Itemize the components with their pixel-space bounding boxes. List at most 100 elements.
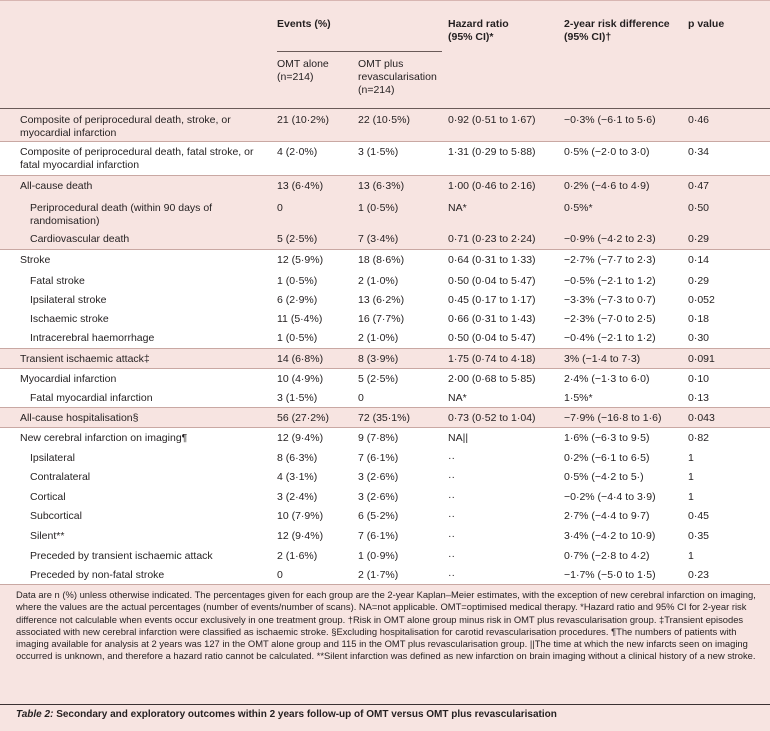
hazard-ratio-value: ·· [448, 510, 455, 522]
table-row: All-cause death 13 (6·4%) 13 (6·3%) 1·00 (0… [0, 175, 770, 197]
omt-plus-value: 16 (7·7%) [358, 313, 405, 325]
table-header: Events (%) OMT alone (n=214) OMT plus re… [0, 1, 770, 109]
p-value-value: 0·45 [688, 510, 710, 522]
risk-difference-value: −7·9% (−16·8 to 1·6) [564, 412, 662, 424]
omt-plus-value: 3 (1·5%) [358, 146, 399, 158]
omt-alone-value: 10 (4·9%) [277, 373, 324, 385]
outcome-label: Cardiovascular death [30, 233, 130, 245]
risk-difference-value: 3·4% (−4·2 to 10·9) [564, 530, 656, 542]
omt-alone-value: 4 (2·0%) [277, 146, 318, 158]
p-value-value: 0·091 [688, 353, 715, 365]
p-value-value: 0·47 [688, 180, 710, 192]
risk-difference-value: −0·9% (−4·2 to 2·3) [564, 233, 656, 245]
table-row: All-cause hospitalisation§ 56 (27·2%) 72 (… [0, 407, 770, 427]
hazard-ratio-value: 0·45 (0·17 to 1·17) [448, 294, 536, 306]
omt-plus-value: 5 (2·5%) [358, 373, 399, 385]
p-value-value: 0·14 [688, 254, 710, 266]
hazard-ratio-value: ·· [448, 550, 455, 562]
omt-alone-value: 1 (0·5%) [277, 332, 318, 344]
outcome-label: Ischaemic stroke [30, 313, 109, 325]
table-row: New cerebral infarction on imaging¶ 12 (9… [0, 427, 770, 447]
events-header: Events (%) [277, 18, 331, 30]
omt-plus-value: 1 (0·5%) [358, 202, 399, 214]
outcome-label: Preceded by non-fatal stroke [30, 569, 165, 581]
p-value-value: 0·052 [688, 294, 715, 306]
p-value-value: 0·29 [688, 275, 710, 287]
outcome-label: All-cause hospitalisation§ [20, 412, 139, 424]
omt-alone-value: 12 (5·9%) [277, 254, 324, 266]
table-row: Periprocedural death (within 90 days of … [0, 197, 770, 228]
omt-plus-value: 18 (8·6%) [358, 254, 405, 266]
outcome-label: Composite of periprocedural death, fatal… [20, 146, 254, 171]
omt-alone-label: OMT alone [277, 58, 329, 70]
hazard-ratio-value: 2·00 (0·68 to 5·85) [448, 373, 536, 385]
hazard-ratio-value: ·· [448, 452, 455, 464]
omt-alone-value: 4 (3·1%) [277, 471, 318, 483]
risk-difference-value: 0·5% (−4·2 to 5·) [564, 471, 644, 483]
omt-plus-value: 22 (10·5%) [358, 114, 410, 126]
hazard-ratio-value: ·· [448, 530, 455, 542]
table-row: Intracerebral haemorrhage 1 (0·5%) 2 (1·0%… [0, 327, 770, 348]
outcome-label: Subcortical [30, 510, 82, 522]
omt-plus-label: OMT plus [358, 58, 404, 70]
omt-plus-value: 7 (3·4%) [358, 233, 399, 245]
caption-text: Secondary and exploratory outcomes withi… [53, 709, 557, 720]
outcome-label: Silent** [30, 530, 65, 542]
risk-difference-ci: (95% CI)† [564, 31, 612, 43]
omt-alone-value: 2 (1·6%) [277, 550, 318, 562]
omt-plus-header: OMT plus revascularisation (n=214) [358, 58, 437, 97]
outcome-label: Fatal myocardial infarction [30, 392, 153, 404]
p-value-value: 0·30 [688, 332, 710, 344]
risk-difference-value: 2·7% (−4·4 to 9·7) [564, 510, 650, 522]
hazard-ratio-value: 0·50 (0·04 to 5·47) [448, 332, 536, 344]
omt-plus-value: 3 (2·6%) [358, 491, 399, 503]
p-value-value: 1 [688, 550, 694, 562]
p-value-value: 0·82 [688, 432, 710, 444]
p-value-value: 1 [688, 452, 694, 464]
risk-difference-value: −2·3% (−7·0 to 2·5) [564, 313, 656, 325]
table-row: Composite of periprocedural death, strok… [0, 109, 770, 141]
hazard-ratio-value: NA|| [448, 432, 469, 444]
row-divider [0, 584, 770, 585]
risk-difference-header: 2-year risk difference (95% CI)† [564, 18, 670, 44]
omt-alone-value: 12 (9·4%) [277, 432, 324, 444]
outcome-label: Contralateral [30, 471, 91, 483]
omt-alone-value: 3 (1·5%) [277, 392, 318, 404]
outcome-label: Ipsilateral stroke [30, 294, 107, 306]
risk-difference-value: −0·4% (−2·1 to 1·2) [564, 332, 656, 344]
omt-alone-value: 13 (6·4%) [277, 180, 324, 192]
hazard-ratio-value: ·· [448, 569, 455, 581]
outcome-label: All-cause death [20, 180, 93, 192]
omt-plus-value: 72 (35·1%) [358, 412, 410, 424]
p-value-value: 0·13 [688, 392, 710, 404]
table-row: Composite of periprocedural death, fatal… [0, 141, 770, 175]
omt-plus-value: 2 (1·7%) [358, 569, 399, 581]
omt-plus-value: 2 (1·0%) [358, 332, 399, 344]
risk-difference-value: −0·5% (−2·1 to 1·2) [564, 275, 656, 287]
omt-plus-n: (n=214) [358, 84, 395, 96]
outcome-label: Stroke [20, 254, 51, 266]
row-divider [0, 368, 770, 369]
omt-alone-value: 5 (2·5%) [277, 233, 318, 245]
p-value-value: 0·10 [688, 373, 710, 385]
table-row: Contralateral 4 (3·1%) 3 (2·6%) ·· 0·5% (−4·… [0, 466, 770, 486]
omt-plus-value: 3 (2·6%) [358, 471, 399, 483]
hazard-ratio-ci: (95% CI)* [448, 31, 494, 43]
row-divider [0, 249, 770, 250]
p-value-value: 0·18 [688, 313, 710, 325]
hazard-ratio-value: 0·92 (0·51 to 1·67) [448, 114, 536, 126]
risk-difference-value: 0·5% (−2·0 to 3·0) [564, 146, 650, 158]
outcome-label: Intracerebral haemorrhage [30, 332, 155, 344]
row-divider [0, 141, 770, 142]
omt-plus-value: 9 (7·8%) [358, 432, 399, 444]
omt-plus-value: 13 (6·2%) [358, 294, 405, 306]
outcome-label: Myocardial infarction [20, 373, 117, 385]
hazard-ratio-value: 1·00 (0·46 to 2·16) [448, 180, 536, 192]
table-row: Cortical 3 (2·4%) 3 (2·6%) ·· −0·2% (−4·4 to… [0, 486, 770, 505]
hazard-ratio-value: ·· [448, 491, 455, 503]
hazard-ratio-value: 0·50 (0·04 to 5·47) [448, 275, 536, 287]
omt-plus-value: 8 (3·9%) [358, 353, 399, 365]
omt-alone-header: OMT alone (n=214) [277, 58, 329, 84]
omt-alone-value: 14 (6·8%) [277, 353, 324, 365]
table-row: Ipsilateral stroke 6 (2·9%) 13 (6·2%) 0·45 … [0, 289, 770, 308]
